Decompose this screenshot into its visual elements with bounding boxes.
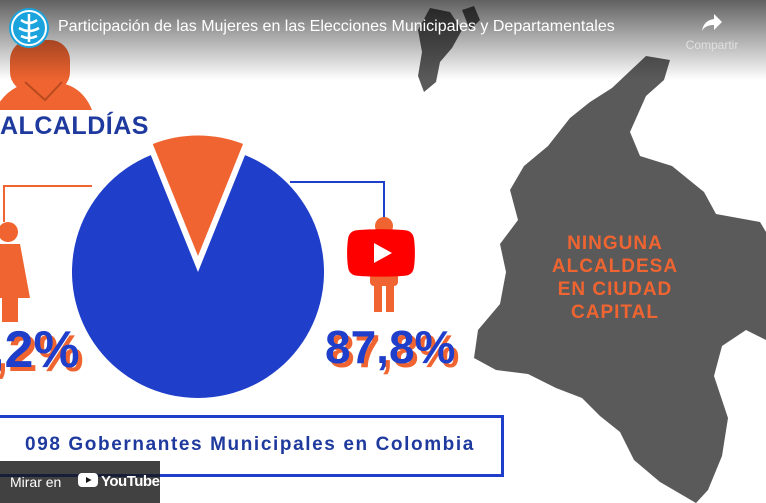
heading-alcaldias: ALCALDÍAS <box>0 112 149 140</box>
share-arrow-icon <box>702 14 722 31</box>
play-icon <box>347 229 415 277</box>
governors-label: 098 Gobernantes Municipales en Colombia <box>25 434 475 455</box>
women-percentage: ,2% <box>0 321 80 379</box>
watch-on-youtube-button[interactable]: Mirar en YouTube <box>0 461 160 503</box>
men-percentage: 87,8% <box>325 321 456 373</box>
woman-figure-small <box>0 222 30 322</box>
pie-slice-men <box>72 155 325 399</box>
woman-figure-top <box>0 40 92 110</box>
pie-slice-women <box>148 132 247 265</box>
watch-on-label: Mirar en <box>10 474 62 490</box>
map-note-line: NINGUNA <box>567 233 663 254</box>
channel-logo-icon <box>11 10 47 46</box>
share-label: Compartir <box>685 38 739 52</box>
left-connector-line <box>3 185 92 222</box>
map-note-line: ALCALDESA <box>551 256 679 277</box>
pie-chart <box>72 132 325 399</box>
map-note-line: EN CIUDAD <box>557 279 673 300</box>
youtube-wordmark: YouTube <box>101 473 160 490</box>
map-note-line: CAPITAL <box>571 302 659 323</box>
video-title[interactable]: Participación de las Mujeres en las Elec… <box>58 18 615 35</box>
youtube-logo-icon <box>78 473 98 487</box>
right-connector-line <box>290 181 385 218</box>
channel-logo[interactable] <box>9 8 49 48</box>
play-button[interactable] <box>347 229 415 277</box>
share-button[interactable]: Compartir <box>676 8 748 56</box>
map-note: NINGUNA ALCALDESA EN CIUDAD CAPITAL <box>540 232 690 324</box>
